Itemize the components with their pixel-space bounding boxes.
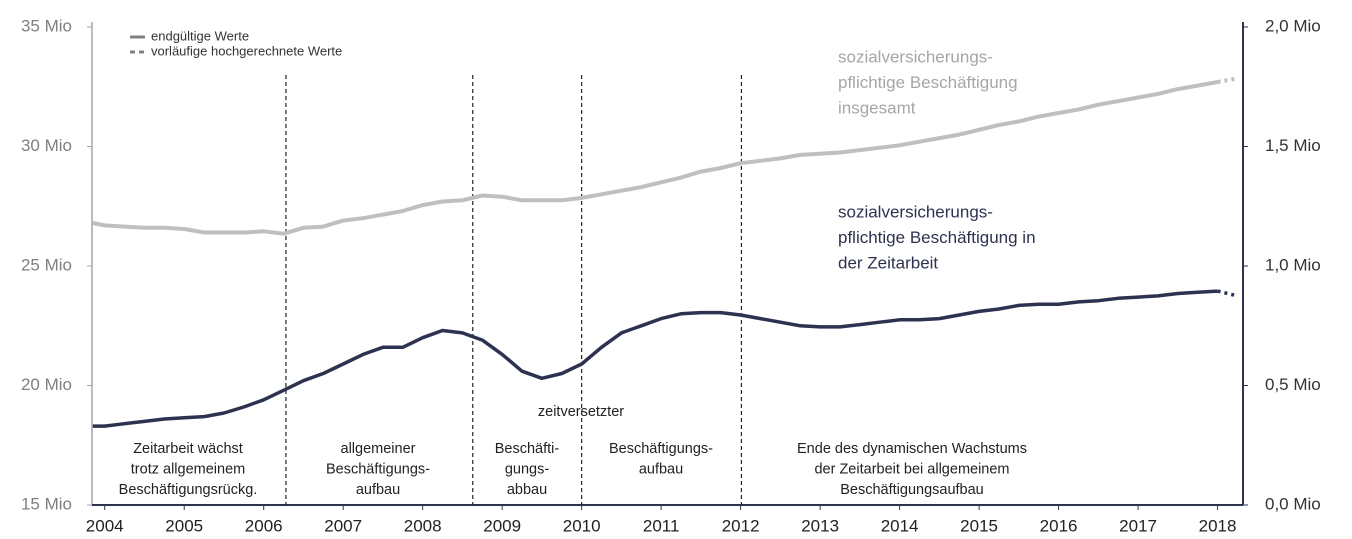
series-label: sozialversicherungs- <box>838 202 993 221</box>
legend-label: vorläufige hochgerechnete Werte <box>151 43 342 58</box>
legend-label: endgültige Werte <box>151 28 249 43</box>
y2-tick-label: 1,0 Mio <box>1265 255 1321 274</box>
y2-tick-label: 1,5 Mio <box>1265 136 1321 155</box>
phase-label: Beschäftigungs- <box>326 461 430 477</box>
y-tick-label: 25 Mio <box>21 255 72 274</box>
y2-tick-label: 2,0 Mio <box>1265 16 1321 35</box>
phase-label: Beschäftigungsrückg. <box>119 482 258 498</box>
series-line <box>92 80 1218 236</box>
phase-label: Ende des dynamischen Wachstums <box>797 441 1027 457</box>
series-line <box>92 289 1218 428</box>
x-tick-label: 2012 <box>722 516 760 535</box>
x-tick-label: 2010 <box>563 516 601 535</box>
y-tick-label: 30 Mio <box>21 136 72 155</box>
phase-label: abbau <box>507 482 547 498</box>
phase-label: Beschäftigungs- <box>609 441 713 457</box>
series-label: insgesamt <box>838 98 916 117</box>
x-tick-label: 2014 <box>881 516 919 535</box>
annotation: zeitversetzter <box>538 404 624 420</box>
series-label: der Zeitarbeit <box>838 253 938 272</box>
x-tick-label: 2004 <box>86 516 124 535</box>
phase-label: Zeitarbeit wächst <box>133 441 243 457</box>
x-tick-label: 2008 <box>404 516 442 535</box>
phase-label: Beschäfti- <box>495 441 560 457</box>
provisional-line <box>1217 76 1238 84</box>
phase-label: gungs- <box>505 461 550 477</box>
series-label: pflichtige Beschäftigung <box>838 73 1018 92</box>
y-tick-label: 35 Mio <box>21 16 72 35</box>
y-tick-label: 20 Mio <box>21 375 72 394</box>
x-tick-label: 2006 <box>245 516 283 535</box>
x-tick-label: 2016 <box>1040 516 1078 535</box>
provisional-line <box>1217 289 1238 298</box>
x-tick-label: 2009 <box>483 516 521 535</box>
x-tick-label: 2005 <box>165 516 203 535</box>
phase-label: Beschäftigungsaufbau <box>840 482 984 498</box>
phase-label: der Zeitarbeit bei allgemeinem <box>814 461 1009 477</box>
series-label: sozialversicherungs- <box>838 47 993 66</box>
phase-label: allgemeiner <box>341 441 416 457</box>
y-tick-label: 15 Mio <box>21 494 72 513</box>
phase-label: aufbau <box>356 482 400 498</box>
y2-tick-label: 0,0 Mio <box>1265 494 1321 513</box>
x-tick-label: 2015 <box>960 516 998 535</box>
x-tick-label: 2013 <box>801 516 839 535</box>
phase-label: aufbau <box>639 461 683 477</box>
series-label: pflichtige Beschäftigung in <box>838 228 1036 247</box>
x-tick-label: 2018 <box>1199 516 1237 535</box>
x-tick-label: 2011 <box>643 516 680 535</box>
phase-label: trotz allgemeinem <box>131 461 245 477</box>
x-tick-label: 2007 <box>324 516 362 535</box>
y2-tick-label: 0,5 Mio <box>1265 375 1321 394</box>
x-tick-label: 2017 <box>1119 516 1157 535</box>
